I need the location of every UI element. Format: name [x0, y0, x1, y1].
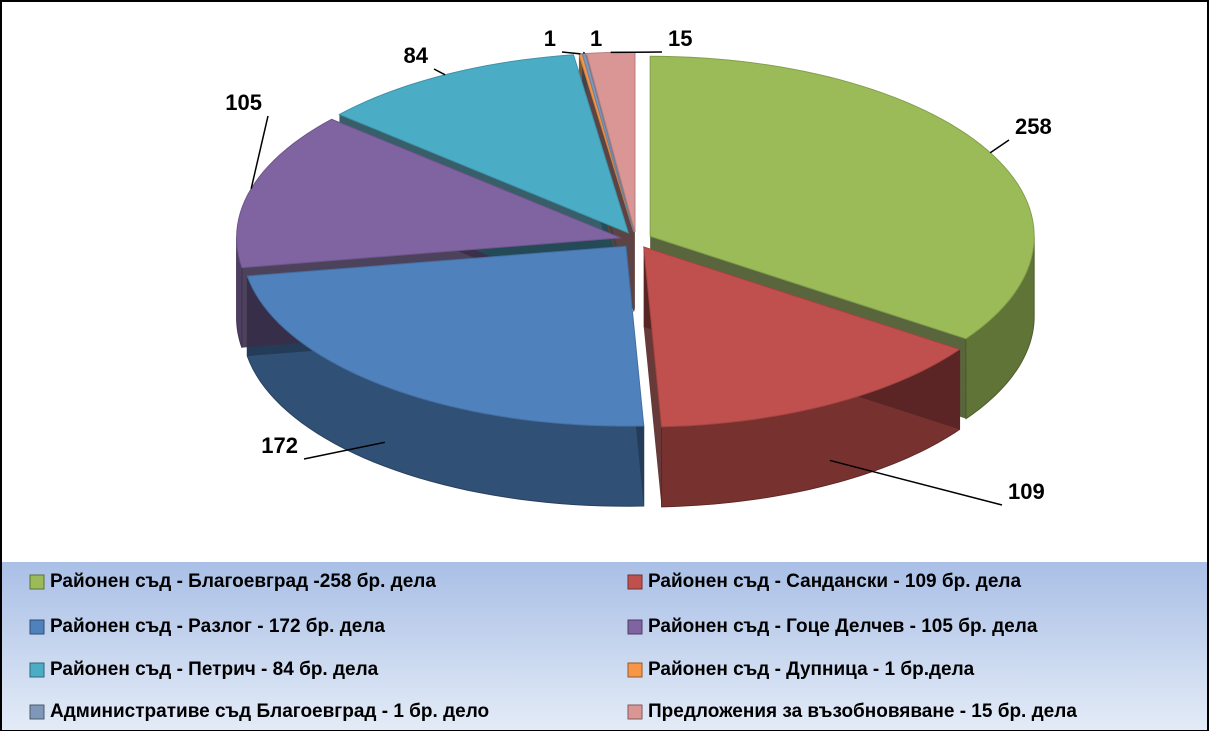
legend-marker: [29, 619, 45, 635]
legend-marker: [627, 574, 643, 590]
data-label: 15: [668, 26, 692, 51]
legend-label: Административе съд Благоевград - 1 бр. д…: [50, 701, 489, 722]
legend-marker: [29, 574, 45, 590]
legend-label: Районен съд - Благоевград -258 бр. дела: [50, 571, 436, 592]
data-label: 109: [1008, 479, 1045, 504]
leader-line: [989, 139, 1010, 154]
data-label: 172: [261, 433, 298, 458]
slice: [643, 246, 961, 428]
legend-label: Районен съд - Сандански - 109 бр. дела: [648, 571, 1022, 592]
slice-cut: [643, 246, 662, 507]
leader-line: [829, 459, 1003, 506]
legend-label: Предложения за възобновяване - 15 бр. де…: [648, 701, 1077, 722]
legend-marker: [627, 704, 643, 720]
legend-label: Районен съд - Петрич - 84 бр. дела: [50, 659, 379, 680]
leader-line: [303, 441, 385, 460]
legend-marker: [29, 704, 45, 720]
slice: [581, 52, 635, 233]
slice: [236, 118, 621, 269]
leader-line: [561, 51, 581, 55]
legend-marker: [627, 662, 643, 678]
legend-background: [2, 562, 1207, 730]
legend-label: Районен съд - Гоце Делчев - 105 бр. дела: [648, 616, 1038, 637]
data-label: 1: [590, 26, 602, 51]
data-label: 105: [225, 90, 262, 115]
slice: [338, 54, 630, 234]
leader-line: [433, 68, 446, 76]
legend-marker: [29, 662, 45, 678]
legend-label: Районен съд - Разлог - 172 бр. дела: [50, 616, 385, 637]
legend-label: Районен съд - Дупница - 1 бр.дела: [648, 659, 975, 680]
legend-marker: [627, 619, 643, 635]
leader-line: [250, 115, 269, 189]
slice: [246, 245, 645, 427]
slice: [649, 55, 1035, 340]
data-label: 1: [544, 26, 556, 51]
data-label: 258: [1015, 114, 1052, 139]
data-label: 84: [404, 43, 429, 68]
